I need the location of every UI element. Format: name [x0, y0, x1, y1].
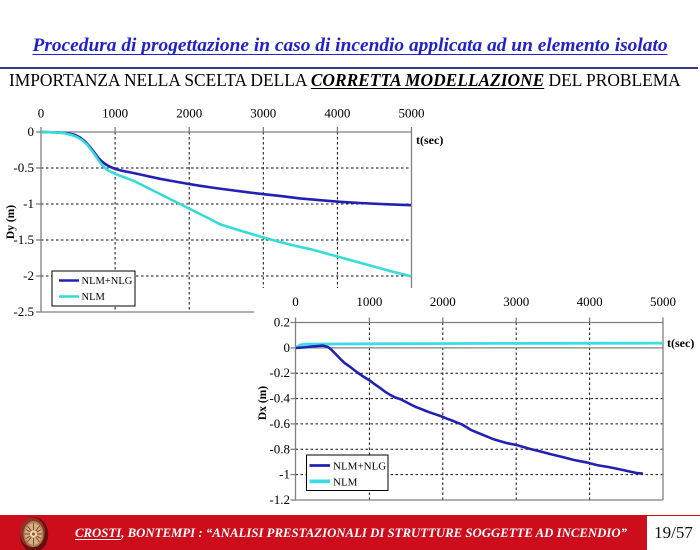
- svg-text:NLM+NLG: NLM+NLG: [333, 461, 386, 473]
- svg-text:0: 0: [284, 340, 291, 355]
- svg-text:Dx (m): Dx (m): [257, 386, 269, 420]
- svg-text:-2: -2: [23, 268, 34, 283]
- svg-text:0.2: 0.2: [274, 315, 290, 330]
- svg-text:-0.6: -0.6: [269, 416, 290, 431]
- svg-text:0: 0: [28, 124, 35, 139]
- svg-text:4000: 4000: [324, 106, 350, 121]
- svg-text:-0.5: -0.5: [13, 160, 34, 175]
- svg-text:5000: 5000: [650, 294, 676, 309]
- svg-text:NLM+NLG: NLM+NLG: [82, 276, 133, 287]
- svg-text:-0.8: -0.8: [269, 441, 290, 456]
- svg-text:1000: 1000: [102, 106, 128, 121]
- svg-text:0: 0: [292, 294, 299, 309]
- svg-text:t(sec): t(sec): [667, 336, 694, 350]
- svg-text:-1.2: -1.2: [269, 492, 290, 507]
- svg-text:0: 0: [38, 106, 45, 121]
- svg-text:Dy (m): Dy (m): [5, 205, 17, 239]
- svg-text:-0.4: -0.4: [269, 391, 290, 406]
- svg-text:2000: 2000: [176, 106, 202, 121]
- svg-text:-1: -1: [23, 196, 34, 211]
- svg-text:-0.2: -0.2: [269, 365, 290, 380]
- svg-text:t(sec): t(sec): [416, 133, 443, 147]
- svg-text:3000: 3000: [250, 106, 276, 121]
- svg-text:-2.5: -2.5: [13, 304, 34, 319]
- svg-text:3000: 3000: [503, 294, 529, 309]
- svg-text:5000: 5000: [399, 106, 425, 121]
- svg-text:1000: 1000: [356, 294, 382, 309]
- svg-text:4000: 4000: [577, 294, 603, 309]
- svg-text:NLM: NLM: [333, 477, 358, 489]
- svg-text:2000: 2000: [430, 294, 456, 309]
- svg-text:NLM: NLM: [82, 292, 106, 303]
- svg-text:-1: -1: [279, 467, 290, 482]
- svg-text:-1.5: -1.5: [13, 232, 34, 247]
